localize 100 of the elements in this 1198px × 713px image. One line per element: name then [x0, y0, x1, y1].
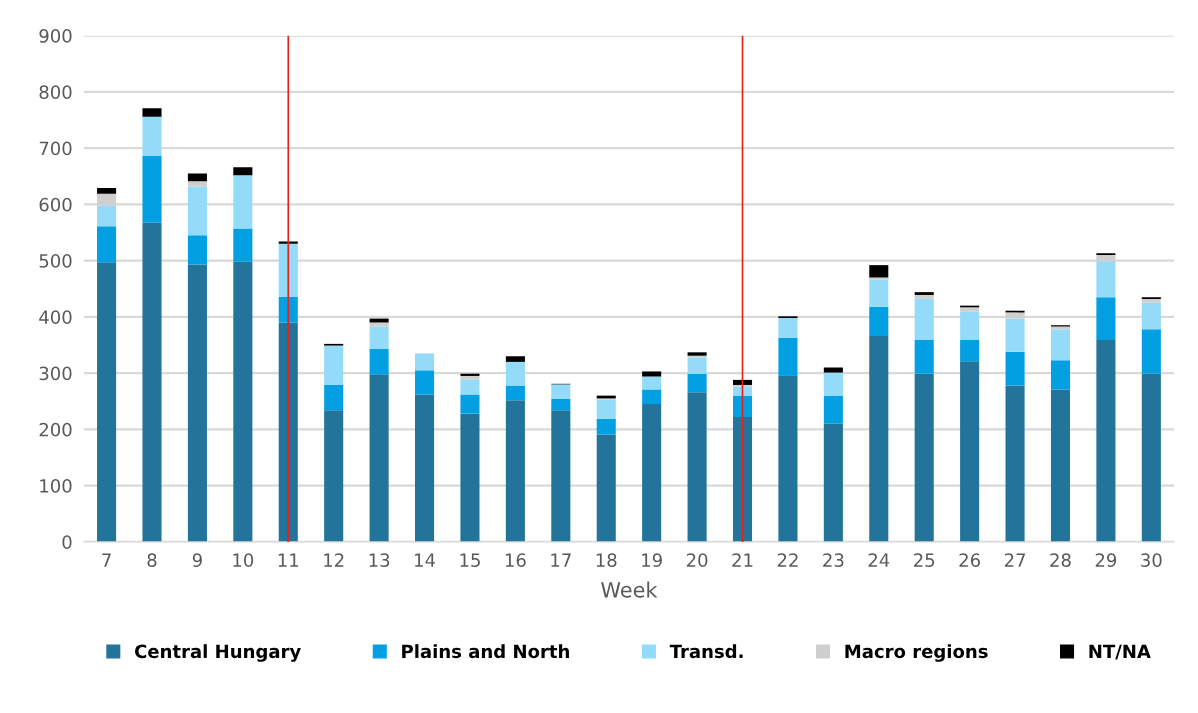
- bar: [233, 228, 253, 262]
- bar: [369, 318, 389, 323]
- bar: [97, 188, 117, 194]
- x-tick-label: 23: [823, 553, 844, 567]
- bar: [551, 399, 571, 411]
- bar: [869, 336, 889, 542]
- x-tick-label: 16: [505, 553, 526, 567]
- bar: [460, 375, 480, 380]
- bar: [960, 307, 980, 312]
- bar: [415, 370, 435, 395]
- bar: [1096, 297, 1116, 340]
- bar: [460, 373, 480, 376]
- y-tick-label: 200: [39, 422, 72, 437]
- bar: [415, 394, 435, 542]
- bar: [551, 410, 571, 542]
- bar: [187, 181, 207, 187]
- bar: [460, 413, 480, 542]
- y-tick-label: 800: [39, 85, 72, 100]
- bar: [823, 395, 843, 424]
- bar: [869, 306, 889, 337]
- bar: [97, 262, 117, 542]
- x-tick-label: 27: [1004, 553, 1025, 567]
- x-tick-label: 14: [415, 553, 436, 567]
- x-tick-label: 30: [1141, 553, 1162, 567]
- bar: [142, 156, 162, 223]
- bar: [642, 376, 662, 390]
- bar: [1141, 329, 1161, 374]
- bar: [960, 339, 980, 362]
- bar: [1096, 261, 1116, 298]
- bar: [1141, 298, 1161, 303]
- bar: [187, 235, 207, 265]
- x-tick-label: 25: [914, 553, 935, 567]
- bar: [1005, 385, 1025, 542]
- bar: [1050, 360, 1071, 390]
- bar: [1096, 339, 1116, 542]
- legend-label: Transd.: [669, 644, 743, 659]
- bar: [869, 279, 889, 307]
- x-tick-label: 17: [551, 553, 571, 567]
- bar: [142, 222, 162, 542]
- x-tick-label: 26: [959, 553, 980, 567]
- x-tick-label: 24: [868, 553, 890, 567]
- bar: [460, 394, 480, 414]
- y-tick-label: 500: [39, 254, 72, 268]
- bar: [823, 372, 843, 396]
- bar: [642, 389, 662, 405]
- bar: [914, 294, 934, 299]
- bar: [778, 337, 798, 376]
- x-tick-label: 10: [233, 553, 254, 567]
- x-tick-label: 29: [1095, 553, 1117, 567]
- x-tick-label: 13: [369, 553, 390, 567]
- bar: [960, 361, 980, 542]
- y-tick-label: 400: [39, 310, 72, 325]
- bar: [324, 410, 344, 542]
- legend-label: Macro regions: [845, 644, 988, 662]
- bar: [97, 226, 117, 263]
- bar: [369, 374, 389, 542]
- bar: [1141, 302, 1161, 330]
- bar: [914, 339, 934, 374]
- bar: [415, 353, 435, 371]
- bar: [233, 175, 253, 229]
- x-tick-label: 18: [596, 553, 617, 567]
- y-tick-label: 0: [62, 535, 72, 549]
- bar: [187, 173, 207, 182]
- x-tick-label: 9: [192, 553, 202, 567]
- bar: [823, 367, 843, 373]
- y-tick-label: 300: [39, 366, 72, 381]
- bar: [1050, 329, 1071, 361]
- bar: [687, 373, 707, 393]
- bar: [505, 385, 525, 401]
- bar: [142, 116, 162, 157]
- x-tick-label: 22: [777, 553, 798, 567]
- bar: [187, 264, 207, 542]
- bar: [960, 311, 980, 340]
- bar: [687, 392, 707, 542]
- bar: [642, 371, 662, 377]
- bar: [596, 399, 616, 419]
- bar: [142, 108, 162, 117]
- legend-label: Plains and North: [402, 644, 569, 659]
- bar: [596, 418, 616, 435]
- bar: [369, 348, 389, 375]
- bar: [914, 373, 934, 542]
- x-tick-label: 15: [460, 553, 480, 567]
- bar: [369, 326, 389, 349]
- bar: [732, 379, 753, 385]
- x-tick-label: 7: [102, 553, 111, 567]
- bar: [97, 205, 117, 227]
- bar: [187, 186, 207, 236]
- x-tick-label: 12: [324, 553, 344, 567]
- bar: [1050, 389, 1071, 542]
- y-tick-label: 900: [39, 29, 72, 43]
- x-axis-title: Week: [601, 581, 658, 598]
- bar: [778, 375, 798, 542]
- bar: [324, 345, 344, 385]
- bar: [233, 167, 253, 176]
- bar: [1005, 318, 1025, 352]
- bar: [551, 384, 571, 400]
- bar: [687, 357, 707, 374]
- x-tick-label: 20: [686, 553, 708, 567]
- bar: [914, 298, 934, 340]
- bar: [505, 356, 525, 362]
